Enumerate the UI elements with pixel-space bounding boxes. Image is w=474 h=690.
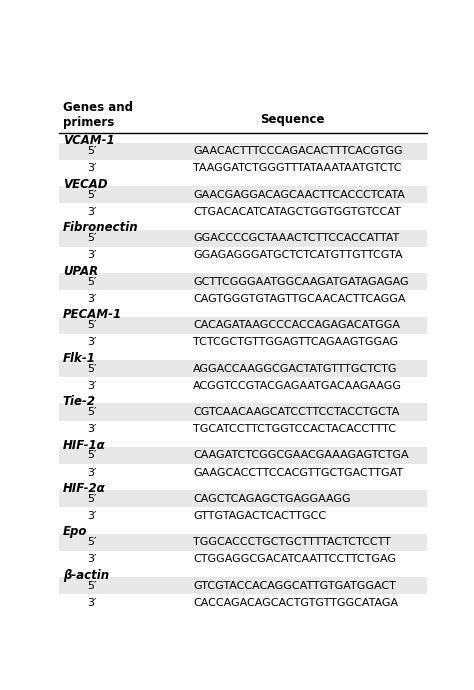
Text: 5′: 5′ [87,581,96,591]
Bar [59,186,427,203]
Bar [59,491,427,507]
Text: 5′: 5′ [87,277,96,286]
Bar [59,230,427,246]
Text: GAACGAGGACAGCAACTTCACCCTCATA: GAACGAGGACAGCAACTTCACCCTCATA [193,190,405,199]
Text: 5′: 5′ [87,451,96,460]
Text: CACAGATAAGCCCACCAGAGACATGGA: CACAGATAAGCCCACCAGAGACATGGA [193,320,401,330]
Text: 5′: 5′ [87,494,96,504]
Text: 3′: 3′ [87,294,96,304]
Text: 3′: 3′ [87,555,96,564]
Text: HIF-2α: HIF-2α [63,482,106,495]
Text: 3′: 3′ [87,207,96,217]
Text: β-actin: β-actin [63,569,109,582]
Text: Sequence: Sequence [260,113,325,126]
Text: GGACCCCGCTAAACTCTTCCACCATTAT: GGACCCCGCTAAACTCTTCCACCATTAT [193,233,400,243]
Text: CAAGATCTCGGCGAACGAAAGAGTCTGA: CAAGATCTCGGCGAACGAAAGAGTCTGA [193,451,409,460]
Text: CAGCTCAGAGCTGAGGAAGG: CAGCTCAGAGCTGAGGAAGG [193,494,351,504]
Text: 3′: 3′ [87,337,96,347]
Text: UPAR: UPAR [63,265,98,277]
Bar [59,404,427,420]
Text: Fibronectin: Fibronectin [63,221,138,234]
Text: TCTCGCTGTTGGAGTTCAGAAGTGGAG: TCTCGCTGTTGGAGTTCAGAAGTGGAG [193,337,399,347]
Bar [59,447,427,464]
Text: GAACACTTTCCCAGACACTTTCACGTGG: GAACACTTTCCCAGACACTTTCACGTGG [193,146,403,156]
Text: ACGGTCCGTACGAGAATGACAAGAAGG: ACGGTCCGTACGAGAATGACAAGAAGG [193,381,402,391]
Text: 3′: 3′ [87,164,96,173]
Text: 3′: 3′ [87,598,96,608]
Text: VCAM-1: VCAM-1 [63,135,115,147]
Text: TGGCACCCTGCTGCTTTTACTCTCCTT: TGGCACCCTGCTGCTTTTACTCTCCTT [193,538,391,547]
Text: GAAGCACCTTCCACGTTGCTGACTTGAT: GAAGCACCTTCCACGTTGCTGACTTGAT [193,468,403,477]
Text: 5′: 5′ [87,146,96,156]
Text: CGTCAACAAGCATCCTTCCTACCTGCTA: CGTCAACAAGCATCCTTCCTACCTGCTA [193,407,400,417]
Text: 3′: 3′ [87,424,96,434]
Bar [59,143,427,159]
Text: CAGTGGGTGTAGTTGCAACACTTCAGGA: CAGTGGGTGTAGTTGCAACACTTCAGGA [193,294,406,304]
Text: GTCGTACCACAGGCATTGTGATGGACT: GTCGTACCACAGGCATTGTGATGGACT [193,581,396,591]
Text: 3′: 3′ [87,250,96,260]
Bar [59,534,427,551]
Text: Genes and
primers: Genes and primers [63,101,133,130]
Bar [59,317,427,333]
Text: HIF-1α: HIF-1α [63,439,106,451]
Text: CACCAGACAGCACTGTGTTGGCATAGA: CACCAGACAGCACTGTGTTGGCATAGA [193,598,399,608]
Text: CTGACACATCATAGCTGGTGGTGTCCAT: CTGACACATCATAGCTGGTGGTGTCCAT [193,207,401,217]
Text: 5′: 5′ [87,364,96,373]
Bar [59,273,427,290]
Text: 5′: 5′ [87,320,96,330]
Text: Epo: Epo [63,526,87,538]
Bar [59,578,427,594]
Text: TGCATCCTTCTGGTCCACTACACCTTTC: TGCATCCTTCTGGTCCACTACACCTTTC [193,424,396,434]
Text: GGAGAGGGATGCTCTCATGTTGTTCGTA: GGAGAGGGATGCTCTCATGTTGTTCGTA [193,250,403,260]
Text: 5′: 5′ [87,233,96,243]
Text: Flk-1: Flk-1 [63,352,96,364]
Text: 3′: 3′ [87,511,96,521]
Text: PECAM-1: PECAM-1 [63,308,122,321]
Bar [59,360,427,377]
Text: TAAGGATCTGGGTTTATAAATAATGTCTC: TAAGGATCTGGGTTTATAAATAATGTCTC [193,164,402,173]
Text: 5′: 5′ [87,190,96,199]
Text: AGGACCAAGGCGACTATGTTTGCTCTG: AGGACCAAGGCGACTATGTTTGCTCTG [193,364,398,373]
Text: Tie-2: Tie-2 [63,395,96,408]
Text: CTGGAGGCGACATCAATTCCTTCTGAG: CTGGAGGCGACATCAATTCCTTCTGAG [193,555,396,564]
Text: GTTGTAGACTCACTTGCC: GTTGTAGACTCACTTGCC [193,511,327,521]
Text: VECAD: VECAD [63,178,108,190]
Text: 5′: 5′ [87,538,96,547]
Text: 3′: 3′ [87,381,96,391]
Text: 3′: 3′ [87,468,96,477]
Text: 5′: 5′ [87,407,96,417]
Text: GCTTCGGGAATGGCAAGATGATAGAGAG: GCTTCGGGAATGGCAAGATGATAGAGAG [193,277,409,286]
